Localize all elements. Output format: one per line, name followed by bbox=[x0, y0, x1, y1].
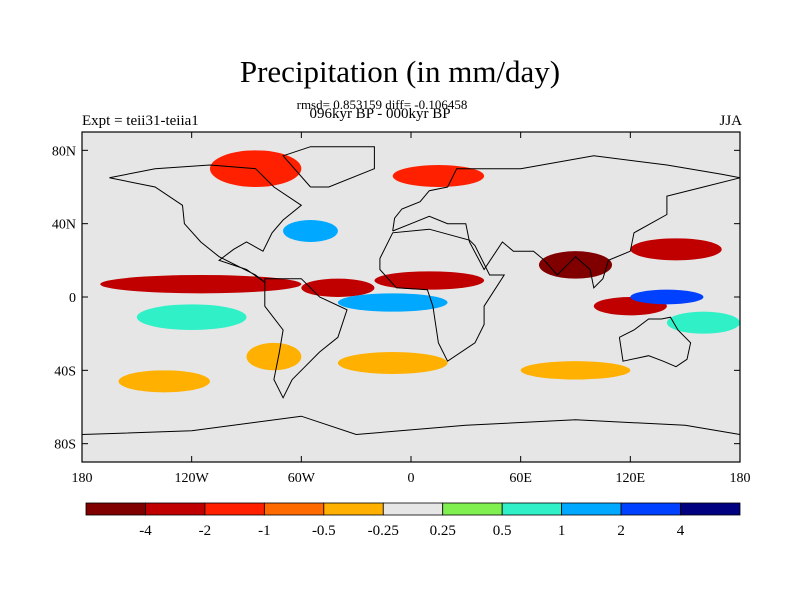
chart-title: Precipitation (in mm/day) bbox=[239, 54, 561, 89]
coastlines bbox=[81, 146, 741, 436]
colorbar-swatch bbox=[204, 502, 265, 516]
anomaly-region-12 bbox=[283, 220, 338, 242]
colorbar-label: 0.25 bbox=[430, 523, 456, 539]
coastline-eurasia bbox=[392, 155, 741, 289]
y-tick-label: 0 bbox=[69, 291, 76, 306]
colorbar-swatch bbox=[382, 502, 444, 516]
x-tick-label: 0 bbox=[408, 471, 415, 486]
colorbar-label: -4 bbox=[139, 523, 152, 539]
anomaly-region-6 bbox=[630, 238, 722, 261]
stats-line: rmsd= 0.853159 diff= -0.106458 bbox=[296, 97, 468, 112]
colorbar-label: 1 bbox=[558, 523, 566, 539]
x-tick-label: 60E bbox=[509, 471, 532, 486]
coastline-africa bbox=[379, 228, 506, 362]
coastline-north-america bbox=[109, 164, 303, 283]
coastline-australia bbox=[618, 316, 692, 368]
y-tick-label: 40N bbox=[52, 218, 76, 233]
colorbar: -4 -2 -1 -0.5 -0.25 0.25 0.5 1 2 4 bbox=[85, 502, 741, 539]
colorbar-swatch bbox=[561, 502, 622, 516]
plot-area bbox=[81, 131, 741, 463]
y-tick-label: 80N bbox=[52, 144, 76, 159]
colorbar-swatch bbox=[680, 502, 741, 516]
anomaly-region-4 bbox=[538, 251, 613, 279]
anomaly-region-14 bbox=[246, 342, 302, 371]
anomaly-region-2 bbox=[301, 278, 375, 298]
colorbar-label: 4 bbox=[677, 523, 685, 539]
colorbar-swatch bbox=[442, 502, 503, 516]
anomaly-region-13 bbox=[666, 311, 740, 334]
x-tick-label: 180 bbox=[72, 471, 93, 486]
experiment-label: Expt = teii31-teiia1 bbox=[82, 113, 199, 129]
colorbar-swatch bbox=[323, 502, 384, 516]
colorbar-label: 2 bbox=[617, 523, 625, 539]
coastline-south-america bbox=[264, 278, 348, 399]
colorbar-swatch bbox=[145, 502, 206, 516]
colorbar-label: 0.5 bbox=[493, 523, 512, 539]
anomaly-region-3 bbox=[374, 271, 485, 290]
colorbar-swatch bbox=[501, 502, 563, 516]
x-axis: 180 120W 60W 0 60E 120E 180 bbox=[72, 132, 751, 486]
anomaly-region-8 bbox=[392, 165, 485, 187]
colorbar-swatch bbox=[263, 502, 325, 516]
anomaly-region-9 bbox=[136, 304, 247, 330]
y-tick-label: 80S bbox=[54, 438, 76, 453]
season-label: JJA bbox=[719, 113, 742, 129]
anomaly-region-17 bbox=[520, 361, 631, 380]
colorbar-label: -2 bbox=[199, 523, 212, 539]
colorbar-swatch bbox=[85, 502, 146, 516]
anomaly-region-10 bbox=[337, 293, 448, 312]
colorbar-label: -0.25 bbox=[368, 523, 399, 539]
anomaly-region-1 bbox=[100, 275, 302, 294]
colorbar-swatch bbox=[620, 502, 681, 516]
x-tick-label: 120E bbox=[616, 471, 646, 486]
x-tick-label: 180 bbox=[730, 471, 751, 486]
y-tick-label: 40S bbox=[54, 364, 76, 379]
x-tick-label: 120W bbox=[175, 471, 210, 486]
anomaly-region-16 bbox=[337, 352, 448, 374]
y-axis: 80N 40N 0 40S 80S bbox=[52, 144, 740, 453]
chart-subtitle: 096kyr BP - 000kyr BP bbox=[309, 106, 451, 122]
anomaly-region-11 bbox=[630, 289, 704, 305]
coastline-greenland bbox=[282, 146, 375, 188]
anomaly-region-15 bbox=[118, 370, 210, 393]
x-tick-label: 60W bbox=[288, 471, 316, 486]
colorbar-label: -0.5 bbox=[312, 523, 336, 539]
coastline-antarctica bbox=[81, 415, 741, 436]
colorbar-label: -1 bbox=[258, 523, 271, 539]
